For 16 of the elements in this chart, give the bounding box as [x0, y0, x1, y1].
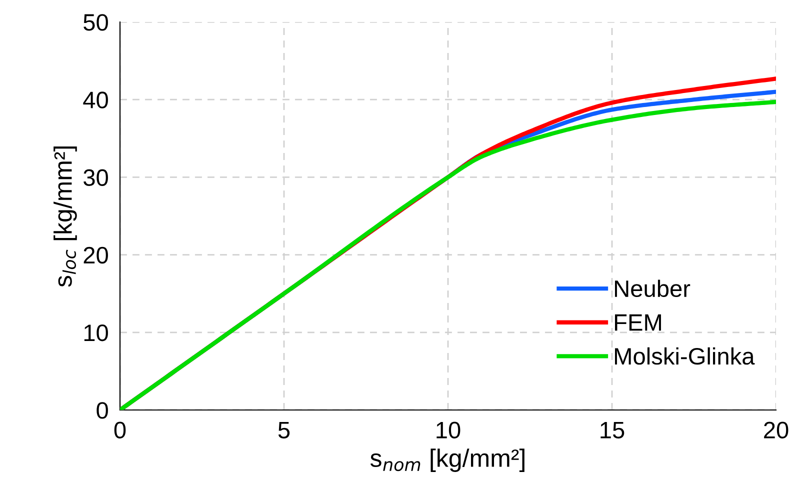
y-tick-label: 10	[84, 324, 108, 342]
y-tick-label: 20	[84, 246, 108, 264]
y-axis-title: s$_{loc}$ [kg/mm²]	[54, 146, 77, 287]
y-tick-label: 0	[96, 402, 108, 419]
legend-label: Molski-Glinka	[615, 347, 755, 365]
y-tick-label: 50	[84, 14, 108, 31]
x-axis-title: s$_{nom}$ [kg/mm²]	[370, 448, 524, 472]
x-tick-label: 15	[600, 422, 624, 438]
x-tick-label: 10	[436, 422, 460, 438]
y-tick-label: 30	[84, 169, 108, 186]
x-tick-label: 20	[764, 422, 788, 438]
x-tick-label: 0	[114, 422, 126, 438]
y-tick-label: 40	[83, 92, 108, 108]
legend-label: FEM	[615, 314, 661, 331]
legend-label: Neuber	[615, 280, 690, 298]
x-tick-label: 5	[278, 422, 290, 438]
